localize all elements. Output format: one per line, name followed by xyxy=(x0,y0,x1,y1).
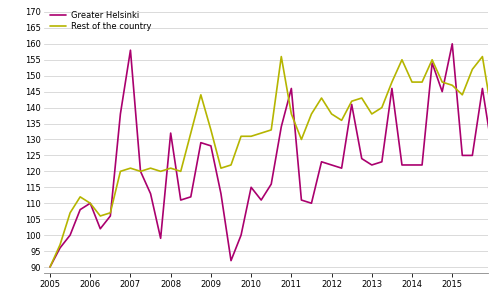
Rest of the country xyxy=(339,119,345,122)
Rest of the country xyxy=(178,170,184,173)
Greater Helsinki xyxy=(97,227,103,230)
Greater Helsinki xyxy=(208,144,214,148)
Greater Helsinki xyxy=(439,90,445,93)
Greater Helsinki xyxy=(67,233,73,237)
Rest of the country xyxy=(268,128,274,132)
Greater Helsinki xyxy=(127,48,133,52)
Rest of the country xyxy=(329,112,334,116)
Rest of the country xyxy=(47,265,53,269)
Greater Helsinki xyxy=(167,131,173,135)
Greater Helsinki xyxy=(218,192,224,195)
Rest of the country xyxy=(308,112,314,116)
Rest of the country xyxy=(67,211,73,215)
Greater Helsinki xyxy=(278,125,284,129)
Greater Helsinki xyxy=(308,202,314,205)
Rest of the country xyxy=(77,195,83,199)
Greater Helsinki xyxy=(248,185,254,189)
Greater Helsinki xyxy=(389,87,395,90)
Rest of the country xyxy=(490,115,494,119)
Rest of the country xyxy=(429,58,435,62)
Rest of the country xyxy=(198,93,204,97)
Rest of the country xyxy=(118,170,124,173)
Greater Helsinki xyxy=(188,195,194,199)
Legend: Greater Helsinki, Rest of the country: Greater Helsinki, Rest of the country xyxy=(48,10,153,33)
Rest of the country xyxy=(158,170,164,173)
Rest of the country xyxy=(127,166,133,170)
Line: Greater Helsinki: Greater Helsinki xyxy=(50,44,494,267)
Rest of the country xyxy=(248,134,254,138)
Line: Rest of the country: Rest of the country xyxy=(50,57,494,267)
Rest of the country xyxy=(409,80,415,84)
Greater Helsinki xyxy=(198,141,204,144)
Rest of the country xyxy=(278,55,284,58)
Rest of the country xyxy=(349,99,355,103)
Greater Helsinki xyxy=(148,192,154,195)
Greater Helsinki xyxy=(329,163,334,167)
Greater Helsinki xyxy=(178,198,184,202)
Greater Helsinki xyxy=(57,246,63,250)
Rest of the country xyxy=(258,131,264,135)
Greater Helsinki xyxy=(459,154,465,157)
Rest of the country xyxy=(319,96,325,100)
Greater Helsinki xyxy=(359,157,365,161)
Greater Helsinki xyxy=(369,163,375,167)
Greater Helsinki xyxy=(469,154,475,157)
Rest of the country xyxy=(298,138,304,141)
Greater Helsinki xyxy=(319,160,325,164)
Greater Helsinki xyxy=(268,182,274,186)
Greater Helsinki xyxy=(419,163,425,167)
Greater Helsinki xyxy=(47,265,53,269)
Rest of the country xyxy=(288,112,294,116)
Greater Helsinki xyxy=(228,259,234,262)
Greater Helsinki xyxy=(339,166,345,170)
Rest of the country xyxy=(359,96,365,100)
Rest of the country xyxy=(167,166,173,170)
Greater Helsinki xyxy=(429,61,435,65)
Rest of the country xyxy=(188,131,194,135)
Greater Helsinki xyxy=(399,163,405,167)
Rest of the country xyxy=(459,93,465,97)
Rest of the country xyxy=(389,80,395,84)
Rest of the country xyxy=(238,134,244,138)
Greater Helsinki xyxy=(349,102,355,106)
Rest of the country xyxy=(419,80,425,84)
Rest of the country xyxy=(148,166,154,170)
Rest of the country xyxy=(449,83,455,87)
Rest of the country xyxy=(480,55,486,58)
Greater Helsinki xyxy=(409,163,415,167)
Greater Helsinki xyxy=(298,198,304,202)
Rest of the country xyxy=(218,166,224,170)
Rest of the country xyxy=(399,58,405,62)
Rest of the country xyxy=(379,106,385,109)
Rest of the country xyxy=(87,202,93,205)
Greater Helsinki xyxy=(118,112,124,116)
Greater Helsinki xyxy=(258,198,264,202)
Greater Helsinki xyxy=(449,42,455,46)
Rest of the country xyxy=(469,67,475,71)
Rest of the country xyxy=(208,128,214,132)
Greater Helsinki xyxy=(480,87,486,90)
Rest of the country xyxy=(228,163,234,167)
Rest of the country xyxy=(439,80,445,84)
Rest of the country xyxy=(137,170,143,173)
Greater Helsinki xyxy=(158,237,164,240)
Greater Helsinki xyxy=(87,202,93,205)
Rest of the country xyxy=(57,243,63,247)
Rest of the country xyxy=(369,112,375,116)
Rest of the country xyxy=(107,211,113,215)
Greater Helsinki xyxy=(490,150,494,154)
Greater Helsinki xyxy=(288,87,294,90)
Greater Helsinki xyxy=(379,160,385,164)
Greater Helsinki xyxy=(107,214,113,218)
Greater Helsinki xyxy=(137,170,143,173)
Greater Helsinki xyxy=(77,208,83,212)
Greater Helsinki xyxy=(238,233,244,237)
Rest of the country xyxy=(97,214,103,218)
